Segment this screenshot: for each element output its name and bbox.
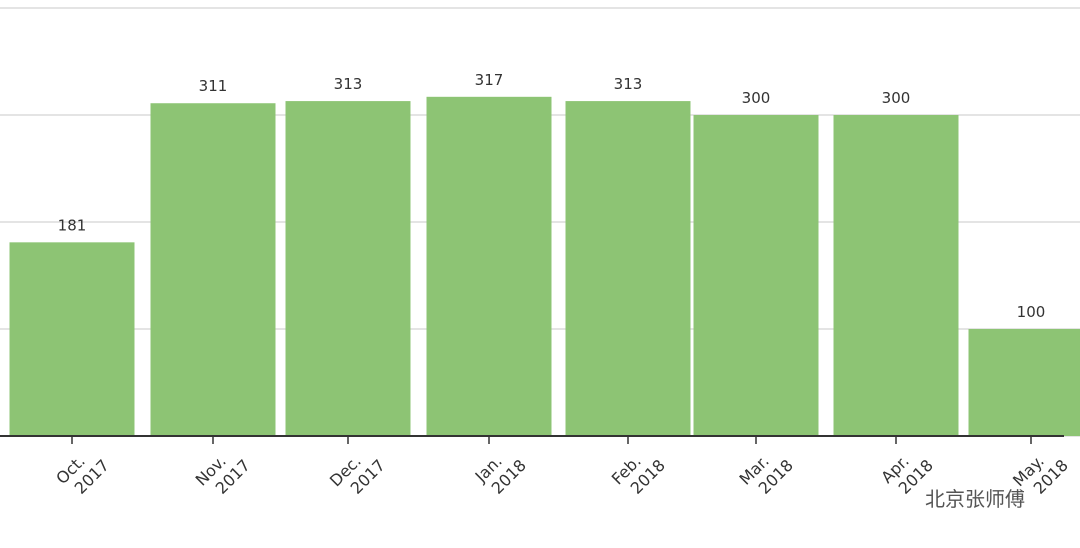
watermark: 北京张师傅 bbox=[925, 487, 1025, 511]
value-label: 300 bbox=[742, 89, 771, 107]
bar bbox=[968, 329, 1080, 436]
x-tick-label: Dec.2017 bbox=[326, 441, 389, 504]
bar bbox=[150, 103, 276, 436]
value-label: 181 bbox=[58, 216, 87, 234]
value-label: 300 bbox=[882, 89, 911, 107]
value-label: 313 bbox=[334, 75, 363, 93]
value-label: 100 bbox=[1017, 303, 1046, 321]
value-label: 313 bbox=[614, 75, 643, 93]
bar bbox=[693, 115, 819, 436]
value-label: 317 bbox=[475, 71, 504, 89]
bar bbox=[9, 242, 135, 436]
x-tick-label: Jan.2018 bbox=[471, 441, 530, 500]
x-tick-label: Nov.2017 bbox=[192, 441, 254, 503]
bar bbox=[833, 115, 959, 436]
value-label: 311 bbox=[199, 77, 228, 95]
x-tick-label: Oct.2017 bbox=[52, 441, 113, 502]
bar bbox=[426, 96, 552, 436]
x-tick-label: Mar.2018 bbox=[735, 441, 796, 502]
bar bbox=[285, 101, 411, 436]
bar bbox=[565, 101, 691, 436]
x-tick-label: Feb.2018 bbox=[608, 441, 669, 502]
